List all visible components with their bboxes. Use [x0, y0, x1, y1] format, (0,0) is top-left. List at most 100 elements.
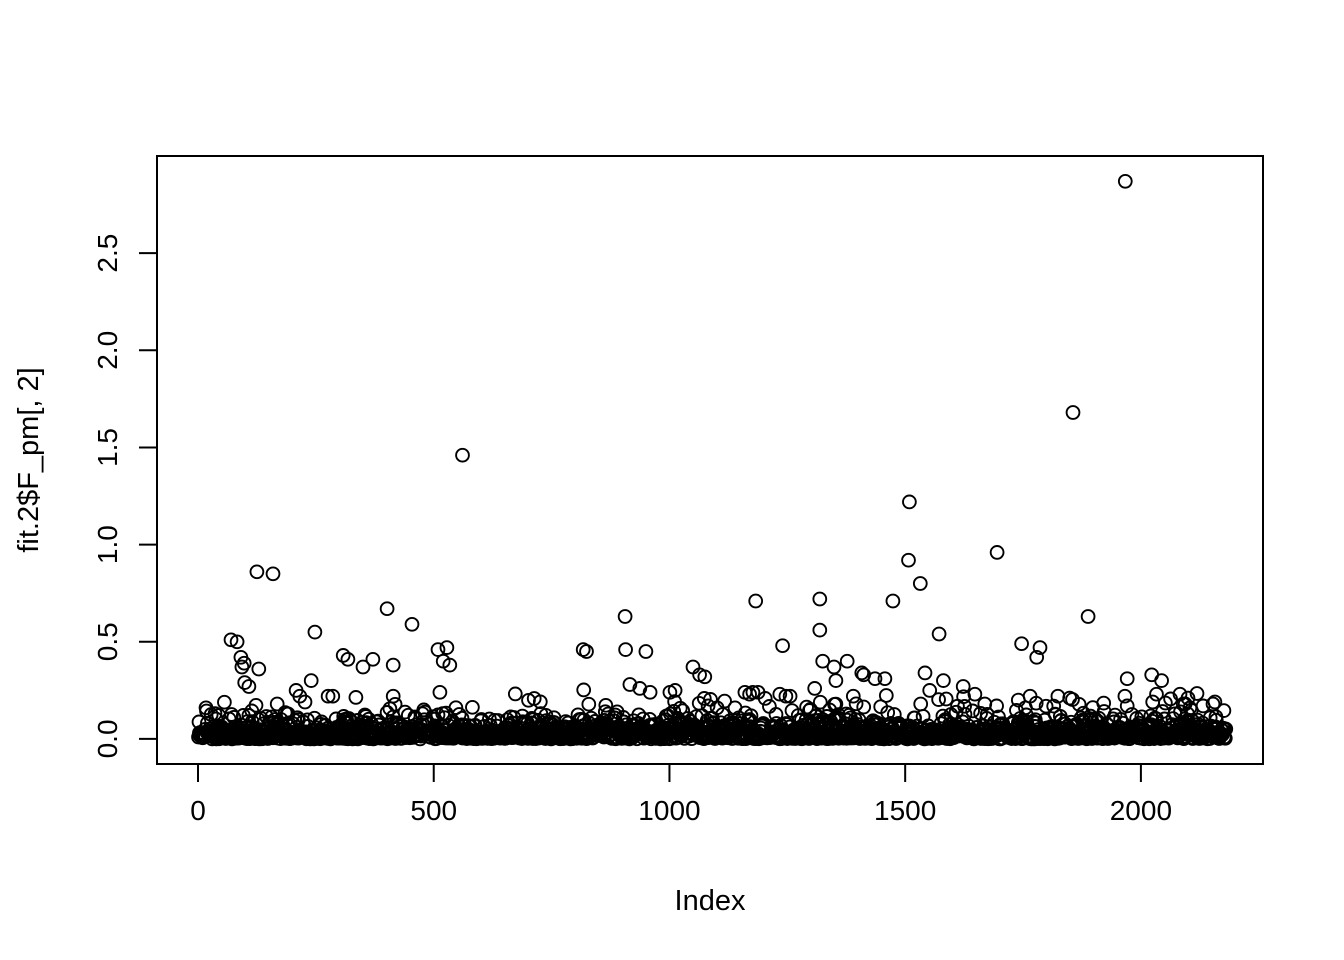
data-point	[237, 675, 253, 690]
x-tick-label: 1500	[874, 795, 936, 826]
data-point	[617, 609, 633, 624]
data-point	[335, 648, 351, 663]
data-point	[385, 657, 401, 673]
data-point	[1205, 696, 1221, 712]
data-point	[955, 679, 971, 694]
y-tick-label: 2.0	[92, 331, 123, 370]
y-tick-label: 1.5	[92, 428, 123, 467]
data-point	[303, 673, 319, 688]
data-point	[697, 669, 713, 685]
data-point	[845, 688, 861, 704]
data-point	[223, 632, 239, 648]
data-point	[598, 697, 614, 713]
data-point	[775, 638, 790, 654]
data-point	[782, 688, 798, 704]
data-point	[931, 626, 947, 642]
data-point	[1172, 686, 1188, 702]
data-point	[269, 696, 285, 712]
data-point	[885, 593, 901, 609]
data-point	[579, 644, 594, 659]
data-point	[581, 696, 597, 712]
data-point	[455, 447, 470, 463]
data-point	[1038, 698, 1054, 714]
data-point	[917, 665, 933, 681]
data-point	[989, 545, 1005, 560]
data-point	[241, 679, 257, 694]
data-point	[957, 706, 973, 722]
data-point	[265, 566, 281, 582]
data-point	[936, 673, 951, 688]
data-point	[430, 642, 446, 657]
data-point	[750, 684, 766, 700]
data-point	[828, 673, 844, 688]
data-point	[1145, 694, 1161, 710]
data-point	[507, 686, 523, 702]
data-point	[442, 657, 458, 673]
data-point	[234, 659, 250, 675]
data-point	[913, 696, 929, 712]
data-point	[854, 665, 870, 681]
y-tick-label: 2.5	[92, 234, 123, 273]
scatter-points	[191, 173, 1234, 747]
data-point	[1029, 649, 1045, 665]
data-point	[622, 677, 638, 692]
data-point	[902, 494, 917, 510]
x-tick-label: 2000	[1110, 795, 1172, 826]
data-point	[880, 705, 896, 720]
data-point	[912, 576, 928, 591]
data-point	[1096, 695, 1112, 711]
data-point	[938, 691, 954, 707]
data-point	[989, 698, 1004, 714]
data-point	[778, 688, 794, 704]
data-point	[576, 682, 592, 698]
data-point	[709, 700, 725, 716]
data-point	[901, 552, 916, 568]
data-point	[1117, 173, 1133, 189]
data-point	[387, 696, 403, 712]
y-axis-ticks: 0.0 0.5 1.0 1.5 2.0 2.5	[92, 234, 157, 758]
data-point	[1117, 688, 1133, 704]
data-point	[856, 699, 872, 715]
data-point	[1022, 688, 1038, 704]
data-point	[745, 684, 761, 700]
data-point	[307, 624, 323, 640]
data-point	[642, 684, 658, 700]
data-point	[1218, 721, 1234, 737]
data-point	[965, 703, 980, 719]
data-point	[217, 694, 232, 710]
data-point	[815, 653, 831, 669]
data-point	[348, 690, 364, 705]
data-point	[922, 683, 938, 698]
data-point	[404, 616, 420, 632]
data-point	[685, 659, 701, 675]
data-point	[320, 688, 336, 704]
data-point	[848, 696, 864, 712]
data-point	[700, 698, 716, 714]
data-point	[667, 683, 683, 698]
data-point	[672, 700, 688, 716]
data-point	[379, 601, 395, 617]
data-point	[355, 659, 371, 675]
y-tick-label: 0.0	[92, 719, 123, 758]
data-point	[1149, 686, 1164, 702]
x-axis-title: Index	[675, 885, 746, 917]
y-tick-label: 0.5	[92, 622, 123, 661]
data-point	[1216, 703, 1232, 718]
data-point	[1189, 686, 1205, 701]
data-point	[878, 688, 894, 703]
data-point	[1032, 640, 1048, 655]
x-tick-label: 0	[190, 795, 206, 826]
data-point	[812, 694, 828, 710]
data-point	[251, 661, 267, 677]
data-point	[812, 591, 828, 607]
data-point	[957, 698, 972, 714]
data-point	[839, 653, 855, 669]
data-point	[365, 651, 381, 667]
data-point	[385, 688, 401, 704]
data-point	[1080, 609, 1096, 624]
data-point	[826, 659, 842, 675]
data-point	[1065, 405, 1081, 420]
x-tick-label: 500	[410, 795, 457, 826]
